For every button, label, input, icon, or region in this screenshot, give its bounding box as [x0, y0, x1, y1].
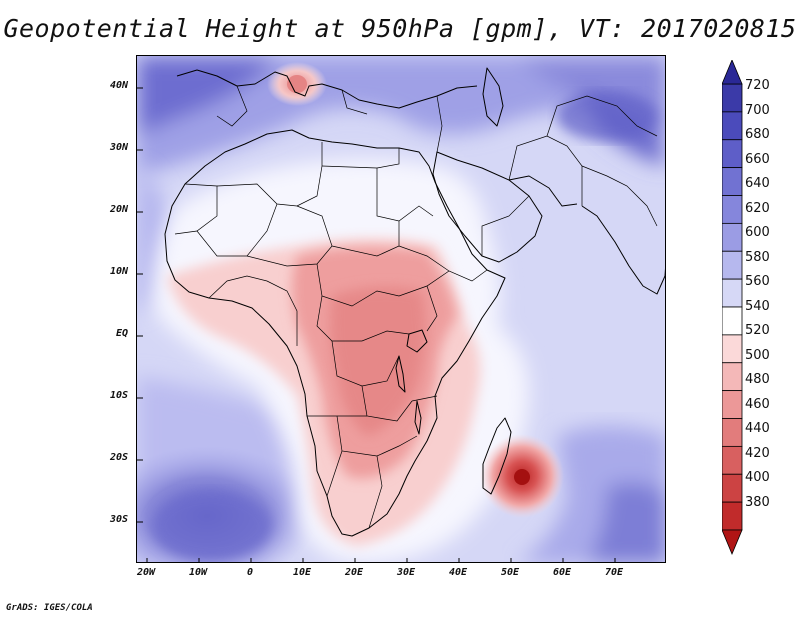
- colorbar-label-420: 420: [745, 446, 770, 461]
- lake-victoria: [406, 329, 428, 353]
- lon-label-20w: 20W: [136, 567, 156, 578]
- colorbar-swatch: [722, 501, 743, 531]
- lake-malawi: [414, 400, 422, 435]
- colorbar-label-540: 540: [745, 299, 770, 314]
- lake-tanganyika: [395, 355, 406, 393]
- colorbar-label-480: 480: [745, 372, 770, 387]
- colorbar-top-triangle: [722, 60, 743, 85]
- lon-label-0: 0: [246, 567, 254, 578]
- lat-label-30n: 30N: [109, 142, 128, 153]
- persian-gulf: [508, 175, 578, 207]
- colorbar-label-460: 460: [745, 397, 770, 412]
- colorbar-label-600: 600: [745, 225, 770, 240]
- colorbar-swatch: [722, 167, 743, 196]
- colorbar-label-620: 620: [745, 201, 770, 216]
- country-borders: [174, 85, 658, 529]
- arabia-coastline: [432, 151, 543, 263]
- caspian-sea: [482, 67, 504, 127]
- madagascar-low-core: [514, 469, 530, 485]
- colorbar-swatch: [722, 250, 743, 280]
- map-panel: [136, 55, 666, 563]
- colorbar-label-380: 380: [745, 495, 770, 510]
- colorbar-swatch: [722, 445, 743, 475]
- colorbar-label-560: 560: [745, 274, 770, 289]
- lon-label-50e: 50E: [500, 567, 520, 578]
- africa-coastline: [164, 129, 506, 537]
- grads-credit: GrADS: IGES/COLA: [6, 603, 93, 613]
- lon-label-70e: 70E: [604, 567, 624, 578]
- colorbar-label-400: 400: [745, 470, 770, 485]
- colorbar-swatch: [722, 306, 743, 336]
- central-africa-core: [330, 287, 426, 436]
- colorbar-swatch: [722, 473, 743, 503]
- colorbar-swatch: [722, 278, 743, 308]
- lon-label-60e: 60E: [552, 567, 572, 578]
- colorbar: [722, 60, 743, 556]
- colorbar-swatch: [722, 418, 743, 447]
- geopotential-map: [137, 56, 665, 562]
- colorbar-swatch: [722, 111, 743, 141]
- colorbar-label-520: 520: [745, 323, 770, 338]
- colorbar-label-440: 440: [745, 421, 770, 436]
- colorbar-swatch: [722, 390, 743, 419]
- colorbar-label-720: 720: [745, 78, 770, 93]
- frame-ticks: [137, 87, 616, 562]
- colorbar-swatch: [722, 334, 743, 364]
- south-atlantic-core: [152, 491, 272, 561]
- colorbar-label-640: 640: [745, 176, 770, 191]
- lat-label-40n: 40N: [109, 80, 128, 91]
- colorbar-swatch: [722, 222, 743, 252]
- india-coastline: [581, 205, 665, 295]
- madagascar-coastline: [482, 417, 512, 495]
- lat-label-20n: 20N: [109, 204, 128, 215]
- lon-label-10e: 10E: [292, 567, 312, 578]
- colorbar-swatches: [722, 83, 743, 531]
- south-indian-field: [519, 426, 665, 562]
- himalaya-high: [557, 91, 657, 141]
- lat-label-10n: 10N: [109, 266, 128, 277]
- lat-label-30s: 30S: [109, 514, 128, 525]
- lat-label-10s: 10S: [109, 390, 128, 401]
- colorbar-label-680: 680: [745, 127, 770, 142]
- colorbar-swatch: [722, 362, 743, 392]
- lon-label-30e: 30E: [396, 567, 416, 578]
- lon-label-40e: 40E: [448, 567, 468, 578]
- colorbar-swatch: [722, 83, 743, 113]
- lat-label-20s: 20S: [109, 452, 128, 463]
- colorbar-swatch: [722, 139, 743, 169]
- lon-label-10w: 10W: [188, 567, 208, 578]
- map-title: Geopotential Height at 950hPa [gpm], VT:…: [3, 14, 797, 43]
- colorbar-label-580: 580: [745, 250, 770, 265]
- colorbar-label-660: 660: [745, 152, 770, 167]
- colorbar-label-500: 500: [745, 348, 770, 363]
- colorbar-bottom-triangle: [722, 529, 743, 556]
- colorbar-swatch: [722, 195, 743, 224]
- colorbar-label-700: 700: [745, 103, 770, 118]
- lon-label-20e: 20E: [344, 567, 364, 578]
- lat-label-eq: EQ: [115, 328, 128, 339]
- italy-low-core: [287, 75, 307, 93]
